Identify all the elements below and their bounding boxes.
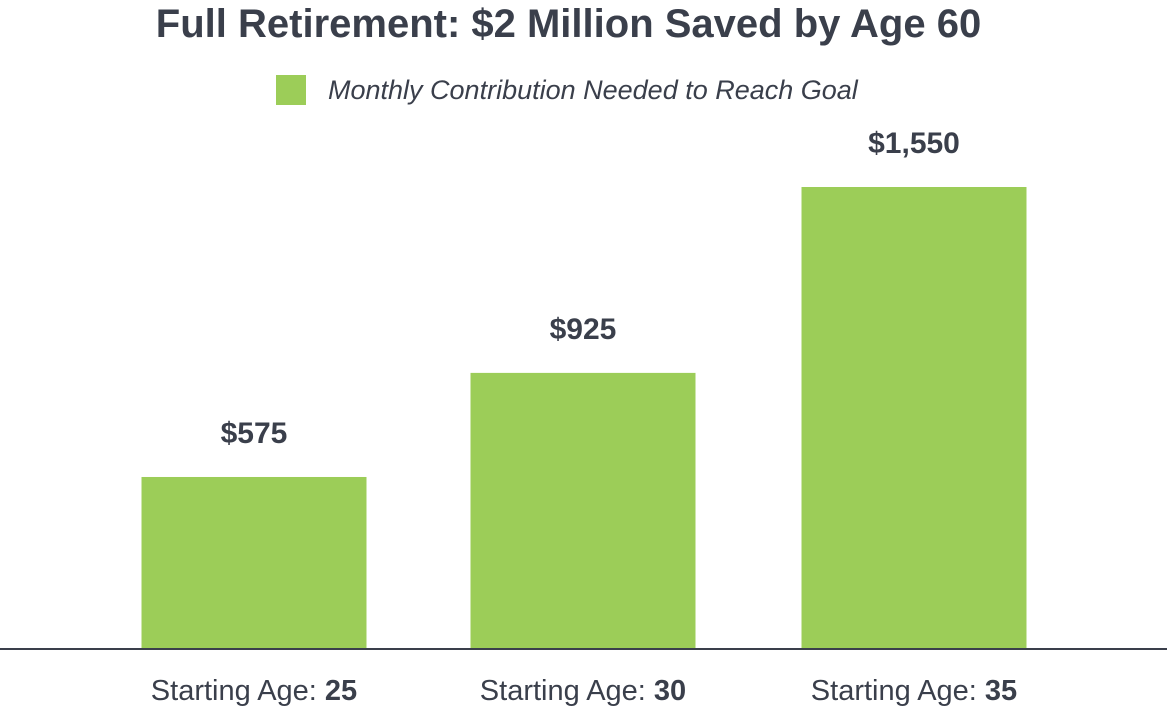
chart-title: Full Retirement: $2 Million Saved by Age…: [155, 2, 982, 46]
x-tick-label-3: Starting Age: 35: [811, 675, 1017, 707]
x-tick-age-value: 30: [654, 675, 686, 707]
x-tick-labels-layer: Starting Age: 25 Starting Age: 30 Starting…: [151, 675, 1017, 707]
legend-label: Monthly Contribution Needed to Reach Goa…: [328, 74, 858, 105]
x-tick-prefix: Starting Age:: [480, 675, 654, 707]
x-tick-age-value: 35: [985, 675, 1017, 707]
x-tick-label-1: Starting Age: 25: [151, 675, 357, 707]
bar-2: [470, 372, 696, 648]
x-tick-label-2: Starting Age: 30: [480, 675, 686, 707]
value-label-2: $925: [550, 313, 617, 346]
legend: Monthly Contribution Needed to Reach Goa…: [276, 74, 858, 106]
legend-swatch: [276, 75, 306, 105]
x-tick-prefix: Starting Age:: [811, 675, 985, 707]
value-label-1: $575: [221, 417, 288, 450]
x-tick-age-value: 25: [325, 675, 357, 707]
value-label-3: $1,550: [868, 127, 960, 160]
x-tick-prefix: Starting Age:: [151, 675, 325, 707]
value-labels-layer: $575 $925 $1,550: [221, 127, 960, 450]
bar-1: [141, 476, 367, 648]
bars-layer: [141, 187, 1027, 648]
bar-3: [801, 187, 1027, 648]
